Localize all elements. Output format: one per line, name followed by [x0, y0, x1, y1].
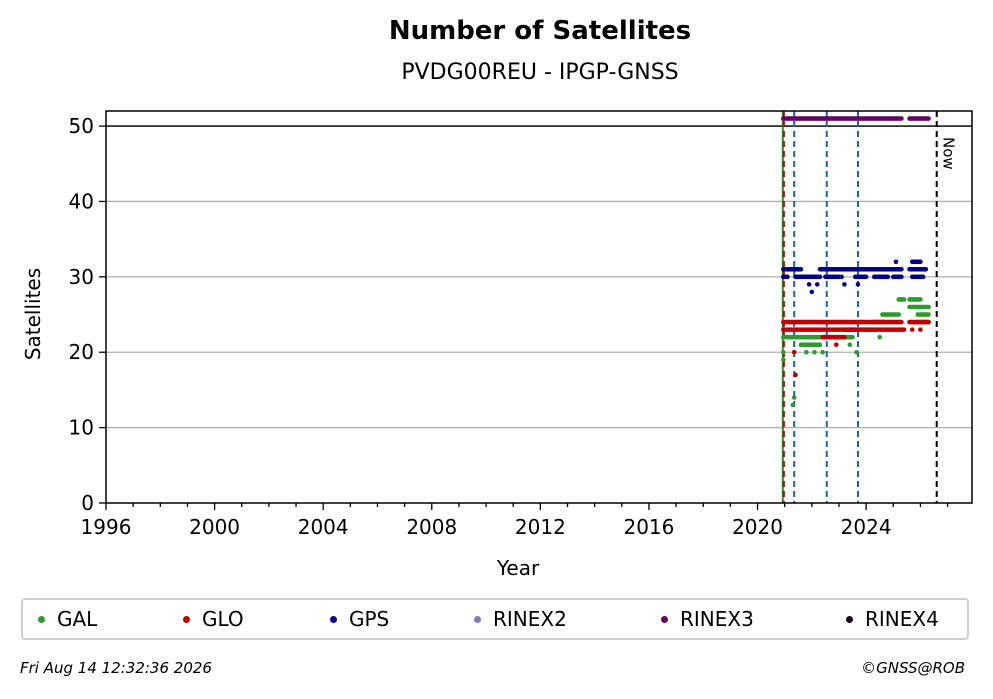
data-point	[901, 297, 907, 302]
data-point	[918, 327, 923, 332]
series-glo	[781, 319, 931, 378]
data-point	[812, 349, 817, 355]
series-gps	[781, 259, 929, 295]
x-tick-label: 2020	[732, 515, 783, 539]
data-point	[926, 312, 931, 317]
legend-item-gps: GPS	[330, 600, 389, 638]
data-point	[791, 395, 797, 400]
x-tick-label: 2016	[623, 515, 674, 539]
legend-marker	[183, 615, 190, 623]
series-rinex3	[781, 116, 931, 121]
data-point	[920, 274, 926, 280]
data-point	[850, 334, 855, 340]
y-tick-label: 50	[69, 114, 94, 138]
x-tick-label: 2008	[406, 515, 457, 539]
data-point	[833, 342, 839, 347]
satellites-chart: Now 1996 2000 2004 2008 2012 2016 2020 2024 0 10 20…	[21, 110, 973, 580]
legend-label: RINEX2	[493, 607, 567, 631]
x-tick-label: 1996	[81, 515, 132, 539]
data-point	[842, 282, 847, 287]
data-point	[781, 357, 786, 363]
y-tick-label: 30	[69, 265, 94, 289]
data-point	[791, 349, 797, 355]
chart-title: Number of Satellites	[388, 16, 692, 46]
data-point	[899, 267, 904, 272]
footer-credit: ©GNSS@ROB	[861, 659, 965, 677]
legend-label: RINEX4	[865, 607, 939, 631]
data-point	[806, 282, 812, 287]
legend-item-rinex3: RINEX3	[661, 600, 754, 638]
data-point	[923, 267, 929, 272]
legend-label: GPS	[349, 607, 390, 631]
legend-item-gal: GAL	[38, 600, 97, 638]
data-point	[793, 372, 798, 378]
data-point	[926, 304, 931, 310]
now-label: Now	[940, 137, 958, 170]
legend-item-rinex4: RINEX4	[846, 600, 939, 638]
data-point	[863, 274, 869, 280]
footer-timestamp: Fri Aug 14 12:32:36 2026	[20, 659, 212, 677]
legend-label: GAL	[57, 607, 98, 631]
data-point	[899, 274, 904, 280]
data-point	[820, 349, 825, 355]
data-point	[899, 319, 904, 325]
data-point	[854, 349, 859, 355]
data-point	[893, 259, 899, 265]
data-point	[842, 334, 847, 340]
data-point	[798, 267, 804, 272]
legend-label: RINEX3	[680, 607, 754, 631]
legend-label: GLO	[202, 607, 244, 631]
legend-marker	[38, 615, 45, 623]
y-axis-label: Satellites	[21, 268, 45, 360]
data-point	[855, 282, 861, 287]
data-point	[896, 312, 902, 317]
legend-marker	[474, 615, 481, 623]
data-point	[885, 274, 891, 280]
data-point	[804, 349, 809, 355]
data-point	[847, 342, 853, 347]
data-point	[899, 116, 904, 121]
data-point	[790, 402, 796, 408]
data-point	[926, 319, 931, 325]
x-tick-label: 2000	[189, 515, 240, 539]
data-point	[901, 327, 907, 332]
data-point	[877, 334, 882, 340]
data-point	[781, 349, 786, 355]
plot-frame	[105, 110, 973, 504]
legend-marker	[846, 615, 853, 623]
y-tick-label: 20	[69, 340, 94, 364]
legend-marker	[661, 615, 668, 623]
chart-subtitle: PVDG00REU - IPGP-GNSS	[401, 60, 679, 85]
y-tick-label: 10	[69, 416, 94, 440]
x-tick-label: 2024	[841, 515, 892, 539]
y-tick-label: 0	[81, 491, 94, 515]
legend-item-rinex2: RINEX2	[474, 600, 567, 638]
data-point	[809, 289, 815, 295]
data-point	[814, 282, 820, 287]
data-point	[839, 274, 844, 280]
data-point	[909, 327, 915, 332]
data-point	[817, 274, 823, 280]
x-tick-label: 2004	[298, 515, 349, 539]
data-point	[817, 342, 823, 347]
data-point	[918, 259, 923, 265]
y-tick-label: 40	[69, 189, 94, 213]
data-point	[785, 274, 790, 280]
x-axis-label: Year	[496, 556, 540, 580]
chart-legend: GAL GLO GPS RINEX2 RINEX3 RINEX4	[21, 598, 969, 640]
data-point	[918, 297, 923, 302]
legend-item-glo: GLO	[183, 600, 244, 638]
data-point	[926, 116, 931, 121]
legend-marker	[330, 615, 337, 623]
x-tick-label: 2012	[515, 515, 566, 539]
